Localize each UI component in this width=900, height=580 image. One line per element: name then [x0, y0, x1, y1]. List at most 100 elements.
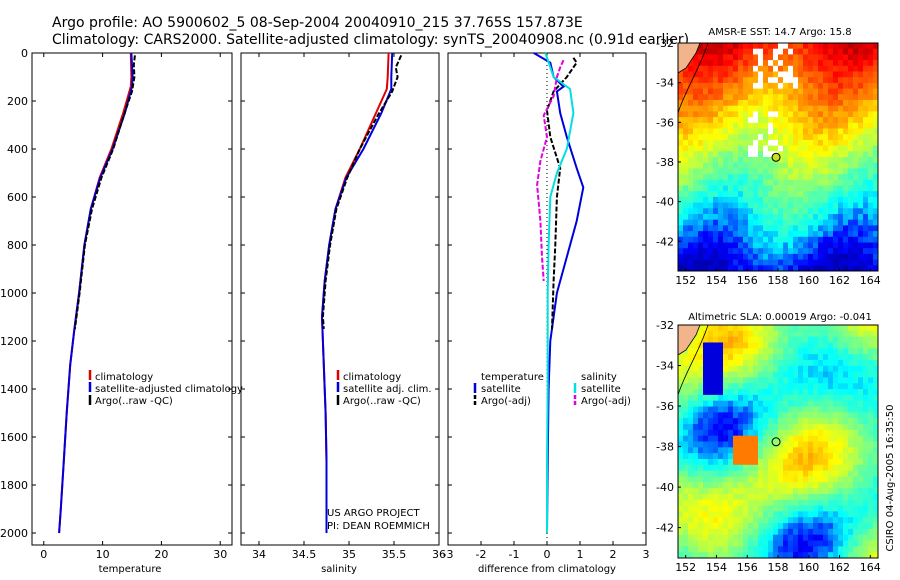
map-cell: [848, 231, 854, 238]
map-cell: [768, 540, 774, 547]
map-cell: [833, 248, 839, 255]
map-cell: [783, 157, 789, 164]
map-cell: [873, 552, 879, 559]
map-cell: [683, 493, 689, 501]
map-cell: [718, 400, 724, 407]
map-cell: [678, 482, 684, 489]
map-cell: [718, 365, 724, 372]
map-cell: [823, 88, 829, 95]
map-cell: [833, 191, 839, 198]
map-cell: [748, 511, 754, 518]
map-cell: [843, 259, 849, 266]
map-cell: [738, 464, 744, 472]
map-cell: [683, 122, 689, 129]
map-cell: [838, 219, 844, 226]
map-cell: [713, 389, 719, 396]
map-cell: [828, 534, 834, 541]
map-cell: [748, 185, 754, 192]
map-cell: [693, 406, 699, 413]
map-cell: [758, 236, 764, 243]
map-cell: [753, 383, 759, 390]
map-cell: [808, 458, 814, 466]
map-cell: [718, 540, 724, 547]
map-cell: [858, 196, 864, 203]
map-cell: [688, 441, 694, 448]
map-cell: [688, 348, 694, 355]
map-cell: [813, 552, 819, 559]
map-cell: [833, 253, 839, 260]
map-cell: [678, 359, 684, 367]
map-cell: [803, 157, 809, 164]
map-cell: [818, 111, 824, 118]
float-location-marker: [771, 437, 781, 447]
map-cell: [793, 202, 799, 209]
map-cell: [858, 100, 864, 107]
map-cell: [728, 336, 734, 343]
map-cell: [698, 476, 704, 483]
map-cell: [858, 248, 864, 255]
map-cell: [788, 365, 794, 372]
map-cell: [803, 552, 809, 559]
map-cell: [858, 406, 864, 413]
map-cell: [733, 441, 739, 448]
lon-tick-label: 160: [798, 274, 819, 287]
map-cell: [843, 389, 849, 396]
map-cell: [778, 488, 784, 495]
map-cell: [778, 365, 784, 372]
map-cell: [768, 470, 774, 477]
map-cell: [718, 499, 724, 506]
map-cell: [748, 208, 754, 215]
map-cell: [698, 202, 704, 209]
lon-tick-label: 164: [860, 274, 881, 287]
map-cell: [713, 435, 719, 442]
salinity-panel: 34 34.5 35 35.5 36: [240, 52, 446, 561]
map-cell: [848, 424, 854, 431]
map-cell: [863, 208, 869, 215]
map-cell: [758, 447, 764, 454]
x-tick-label: -1: [509, 548, 520, 561]
map-cell: [768, 71, 774, 78]
map-cell: [868, 458, 874, 466]
map-cell: [678, 225, 684, 232]
map-cell: [868, 528, 874, 536]
map-cell: [753, 185, 759, 192]
map-cell: [743, 354, 749, 361]
map-cell: [813, 134, 819, 141]
map-cell: [773, 528, 779, 536]
map-cell: [873, 429, 879, 437]
map-cell: [708, 447, 714, 454]
map-cell: [803, 151, 809, 158]
map-cell: [738, 470, 744, 477]
map-cell: [743, 517, 749, 524]
map-cell: [858, 168, 864, 175]
map-cell: [758, 202, 764, 209]
map-cell: [733, 191, 739, 198]
map-cell: [693, 71, 699, 78]
map-cell: [683, 94, 689, 101]
map-cell: [828, 546, 834, 553]
map-cell: [793, 54, 799, 61]
map-cell: [708, 499, 714, 506]
map-cell: [838, 248, 844, 255]
map-cell: [688, 111, 694, 118]
map-cell: [748, 151, 754, 158]
map-cell: [843, 540, 849, 547]
map-cell: [848, 336, 854, 343]
map-cell: [823, 523, 829, 530]
map-cell: [873, 54, 879, 61]
map-cell: [713, 458, 719, 466]
map-cell: [763, 139, 769, 146]
map-cell: [763, 482, 769, 489]
map-cell: [863, 179, 869, 186]
map-cell: [763, 418, 769, 425]
map-cell: [693, 139, 699, 146]
map-cell: [713, 185, 719, 192]
map-cell: [798, 117, 804, 124]
map-cell: [728, 128, 734, 135]
map-cell: [858, 488, 864, 495]
map-cell: [758, 48, 764, 55]
map-cell: [828, 470, 834, 477]
map-cell: [813, 523, 819, 530]
map-cell: [863, 429, 869, 437]
map-cell: [678, 458, 684, 466]
